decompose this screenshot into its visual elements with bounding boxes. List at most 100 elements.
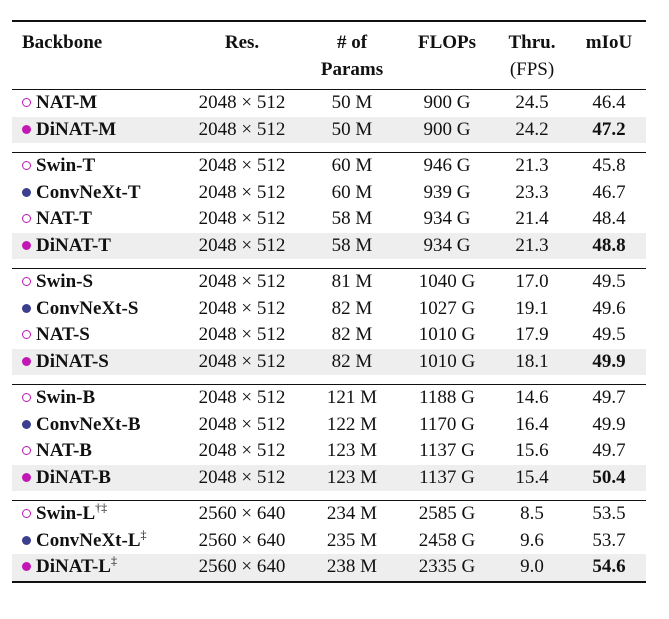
table-row: DiNAT-S 2048 × 512 82 M 1010 G 18.1 49.9 (12, 348, 646, 375)
flops-cell: 900 G (402, 116, 492, 143)
flops-cell: 1137 G (419, 440, 475, 461)
hollow-circle-icon (22, 509, 31, 518)
miou-cell: 49.6 (592, 297, 626, 319)
table-row: NAT-S 2048 × 512 82 M 1010 G 17.9 49.5 (12, 322, 646, 349)
miou-cell: 50.4 (572, 464, 646, 491)
miou-cell: 48.8 (572, 232, 646, 259)
resolution-cell: 2048 × 512 (198, 324, 286, 345)
backbone-cell: Swin-T (12, 152, 182, 180)
table-row: DiNAT-T 2048 × 512 58 M 934 G 21.3 48.8 (12, 232, 646, 259)
flops-cell: 1010 G (402, 348, 492, 375)
backbone-cell: DiNAT-S (12, 348, 182, 375)
params-cell: 238 M (302, 554, 402, 583)
params-cell: 123 M (326, 440, 378, 461)
miou-cell: 49.9 (592, 413, 626, 435)
hollow-circle-icon (22, 277, 31, 286)
filled-circle-icon (22, 562, 31, 571)
backbone-cell: Swin-S (12, 268, 182, 296)
params-cell: 82 M (331, 297, 373, 319)
params-cell: 122 M (326, 413, 378, 435)
flops-cell: 900 G (402, 89, 492, 117)
params-cell: 50 M (302, 116, 402, 143)
params-cell: 234 M (302, 500, 402, 528)
throughput-cell: 15.6 (515, 440, 549, 461)
table-row: NAT-T 2048 × 512 58 M 934 G 21.4 48.4 (12, 206, 646, 233)
miou-cell: 54.6 (572, 554, 646, 583)
miou-cell: 47.2 (572, 116, 646, 143)
flops-cell: 934 G (402, 232, 492, 259)
params-cell: 81 M (302, 268, 402, 296)
backbone-name: DiNAT-T (36, 234, 111, 256)
params-cell: 121 M (302, 384, 402, 412)
filled-circle-icon (22, 187, 31, 197)
table-row: DiNAT-L‡ 2560 × 640 238 M 2335 G 9.0 54.6 (12, 554, 646, 583)
resolution-cell: 2048 × 512 (198, 297, 286, 319)
table-row: Swin-L†‡ 2560 × 640 234 M 2585 G 8.5 53.5 (12, 500, 646, 528)
backbone-cell: DiNAT-L‡ (12, 554, 182, 583)
throughput-cell: 9.6 (520, 529, 544, 551)
throughput-cell: 14.6 (492, 384, 572, 412)
backbone-name: ConvNeXt-L (36, 529, 141, 551)
filled-circle-icon (22, 356, 31, 366)
backbone-name: NAT-T (36, 208, 92, 229)
backbone-name: ConvNeXt-T (36, 181, 141, 203)
header-res: Res. (182, 20, 302, 83)
flops-cell: 1027 G (418, 297, 476, 319)
header-params: # of Params (302, 20, 402, 83)
backbone-cell: ConvNeXt-T (12, 180, 182, 207)
params-cell: 82 M (331, 324, 373, 345)
throughput-cell: 21.4 (515, 208, 549, 229)
miou-cell: 49.5 (572, 268, 646, 296)
backbone-cell: DiNAT-B (12, 464, 182, 491)
resolution-cell: 2048 × 512 (182, 152, 302, 180)
footnote-marker: ‡ (140, 527, 147, 542)
hollow-circle-icon (22, 161, 31, 170)
flops-cell: 934 G (423, 208, 471, 229)
header-backbone: Backbone (12, 20, 182, 83)
resolution-cell: 2048 × 512 (182, 89, 302, 117)
throughput-cell: 9.0 (492, 554, 572, 583)
throughput-cell: 18.1 (492, 348, 572, 375)
table-row: NAT-B 2048 × 512 123 M 1137 G 15.6 49.7 (12, 438, 646, 465)
header-row: Backbone Res. # of Params FLOPs Thru. (F… (12, 20, 646, 83)
backbone-cell: NAT-B (12, 438, 182, 465)
throughput-cell: 16.4 (515, 413, 549, 435)
miou-cell: 45.8 (572, 152, 646, 180)
backbone-name: NAT-M (36, 92, 98, 113)
header-thru-unit: (FPS) (509, 59, 555, 80)
backbone-name: DiNAT-S (36, 350, 109, 372)
flops-cell: 2585 G (402, 500, 492, 528)
resolution-cell: 2048 × 512 (182, 268, 302, 296)
resolution-cell: 2048 × 512 (182, 232, 302, 259)
resolution-cell: 2048 × 512 (198, 440, 286, 461)
resolution-cell: 2560 × 640 (198, 529, 286, 551)
flops-cell: 1170 G (419, 413, 475, 435)
results-table: Backbone Res. # of Params FLOPs Thru. (F… (12, 20, 646, 583)
backbone-name: DiNAT-B (36, 466, 111, 488)
throughput-cell: 21.3 (492, 232, 572, 259)
backbone-name: Swin-T (36, 155, 96, 176)
backbone-cell: ConvNeXt-B (12, 412, 182, 439)
flops-cell: 1188 G (402, 384, 492, 412)
backbone-name: Swin-L (36, 503, 96, 524)
backbone-cell: NAT-S (12, 322, 182, 349)
resolution-cell: 2048 × 512 (182, 116, 302, 143)
resolution-cell: 2048 × 512 (198, 208, 286, 229)
backbone-cell: NAT-M (12, 89, 182, 117)
table-row: ConvNeXt-B 2048 × 512 122 M 1170 G 16.4 49.9 (12, 412, 646, 439)
backbone-name: Swin-B (36, 387, 96, 408)
backbone-name: NAT-S (36, 324, 90, 345)
params-cell: 50 M (302, 89, 402, 117)
backbone-cell: ConvNeXt-S (12, 296, 182, 323)
flops-cell: 2335 G (402, 554, 492, 583)
table-row: ConvNeXt-T 2048 × 512 60 M 939 G 23.3 46.7 (12, 180, 646, 207)
table-row: ConvNeXt-L‡ 2560 × 640 235 M 2458 G 9.6 53.7 (12, 528, 646, 555)
params-cell: 58 M (302, 232, 402, 259)
backbone-name: NAT-B (36, 440, 92, 461)
filled-circle-icon (22, 472, 31, 482)
params-cell: 123 M (302, 464, 402, 491)
throughput-cell: 15.4 (492, 464, 572, 491)
miou-cell: 53.5 (572, 500, 646, 528)
resolution-cell: 2560 × 640 (182, 554, 302, 583)
resolution-cell: 2048 × 512 (182, 464, 302, 491)
